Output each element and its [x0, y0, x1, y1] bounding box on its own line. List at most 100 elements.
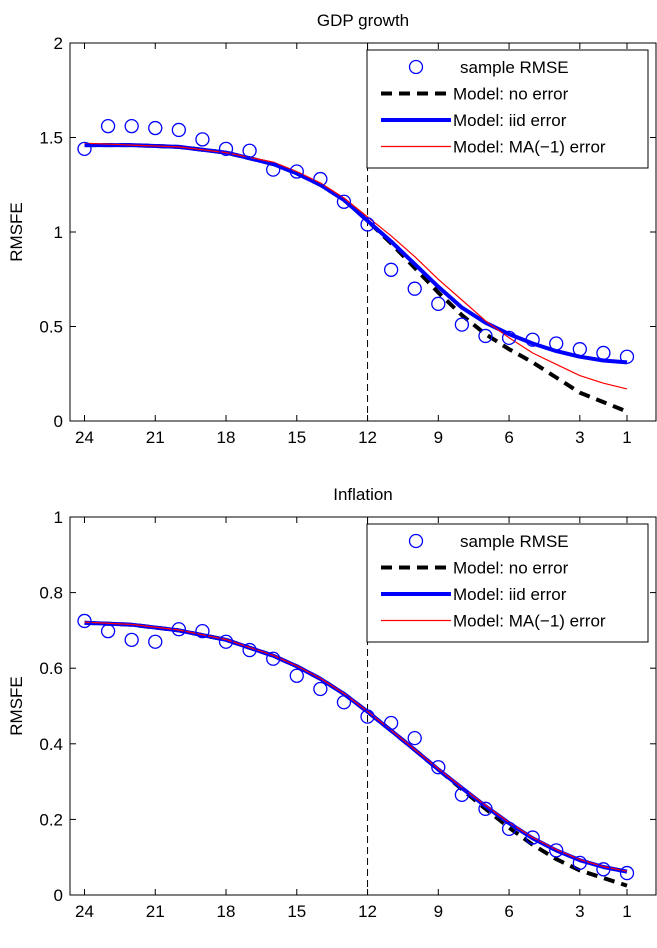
data-point — [266, 162, 281, 177]
data-point — [242, 143, 257, 158]
y-tick-label: 0.4 — [39, 735, 63, 754]
data-point — [195, 624, 210, 639]
x-tick-label: 3 — [575, 428, 584, 447]
data-point — [218, 141, 234, 156]
data-point — [77, 613, 92, 629]
series-line-dashed — [84, 143, 628, 414]
x-tick-label: 1 — [622, 428, 631, 447]
data-point — [171, 622, 186, 637]
x-tick-label: 18 — [217, 902, 236, 921]
legend-label: Model: no error — [453, 559, 569, 578]
legend-label: sample RMSE — [460, 58, 569, 77]
data-point — [501, 821, 517, 837]
data-point — [596, 862, 611, 877]
data-point — [549, 336, 564, 351]
data-point — [289, 668, 304, 683]
data-point — [525, 332, 540, 347]
data-point — [148, 634, 163, 649]
axes-frame — [69, 516, 657, 896]
x-tick-label: 15 — [287, 428, 306, 447]
data-point — [478, 328, 493, 344]
x-tick-label: 24 — [75, 902, 94, 921]
data-point — [218, 634, 234, 649]
y-tick-label: 0 — [54, 886, 63, 905]
x-tick-label: 9 — [434, 428, 443, 447]
legend-marker-sample — [408, 533, 424, 549]
data-point — [100, 624, 116, 639]
data-point — [195, 132, 210, 147]
x-tick-label: 9 — [434, 902, 443, 921]
legend-marker-sample — [408, 59, 424, 75]
x-tick-label: 21 — [146, 902, 165, 921]
y-tick-label: 0.5 — [39, 318, 63, 337]
gdp-growth-chart: GDP growth RMSFE 0 0.5 1 1.5 2 24 21 18 15 12 9 6 3 1 sa… — [7, 11, 657, 447]
series-line-thick — [84, 620, 628, 874]
x-tick-label: 6 — [504, 428, 513, 447]
x-tick-label: 3 — [575, 902, 584, 921]
data-point — [501, 330, 517, 345]
legend-label: Model: no error — [453, 85, 569, 104]
data-point — [336, 194, 352, 209]
data-point — [124, 632, 139, 648]
data-point — [313, 681, 328, 697]
data-point — [431, 760, 446, 775]
inflation-chart: Inflation RMSFE 0 0.2 0.4 0.6 0.8 1 24 21 18 15 12 9 6… — [7, 485, 657, 921]
legend-box — [366, 49, 649, 169]
data-point — [77, 141, 92, 156]
x-tick-label: 18 — [217, 428, 236, 447]
legend-label: sample RMSE — [460, 532, 569, 551]
data-point — [407, 730, 422, 746]
legend-label: Model: iid error — [453, 111, 567, 130]
legend-box — [366, 523, 649, 643]
x-tick-label: 1 — [622, 902, 631, 921]
y-tick-label: 1 — [54, 508, 63, 527]
x-tick-label: 24 — [75, 428, 94, 447]
y-axis-label: RMSFE — [7, 202, 26, 262]
data-point — [289, 164, 304, 179]
data-point — [124, 119, 139, 134]
data-point — [266, 651, 281, 666]
y-tick-label: 0 — [54, 412, 63, 431]
data-point — [454, 317, 470, 332]
data-point — [383, 262, 399, 277]
chart-title: Inflation — [333, 485, 393, 504]
x-tick-label: 12 — [358, 428, 377, 447]
data-point — [313, 171, 328, 187]
data-point — [572, 855, 587, 871]
x-tick-label: 15 — [287, 902, 306, 921]
legend-label: Model: MA(−1) error — [453, 612, 606, 631]
data-point — [336, 695, 352, 710]
y-axis-label: RMSFE — [7, 676, 26, 736]
x-tick-label: 6 — [504, 902, 513, 921]
y-tick-label: 0.2 — [39, 810, 63, 829]
data-point — [454, 787, 470, 802]
data-point — [596, 345, 611, 361]
legend-label: Model: iid error — [453, 585, 567, 604]
data-point — [431, 296, 446, 311]
data-point — [525, 830, 540, 845]
x-tick-label: 12 — [358, 902, 377, 921]
data-point — [242, 642, 257, 658]
data-point — [478, 801, 493, 816]
y-tick-label: 1.5 — [39, 129, 63, 148]
data-point — [549, 843, 564, 858]
data-point — [407, 281, 422, 296]
y-tick-label: 0.8 — [39, 584, 63, 603]
series-line-thin — [84, 142, 628, 390]
data-point — [619, 865, 635, 881]
data-point — [148, 120, 163, 136]
data-point — [360, 217, 375, 232]
data-point — [619, 349, 635, 364]
chart-title: GDP growth — [317, 11, 409, 30]
y-tick-label: 2 — [54, 34, 63, 53]
series-line-thick — [84, 143, 628, 365]
data-point — [100, 119, 116, 134]
y-tick-label: 0.6 — [39, 659, 63, 678]
series-line-thin — [84, 621, 628, 872]
data-point — [360, 709, 375, 724]
y-tick-label: 1 — [54, 223, 63, 242]
legend-label: Model: MA(−1) error — [453, 138, 606, 157]
x-tick-label: 21 — [146, 428, 165, 447]
data-point — [572, 342, 587, 357]
